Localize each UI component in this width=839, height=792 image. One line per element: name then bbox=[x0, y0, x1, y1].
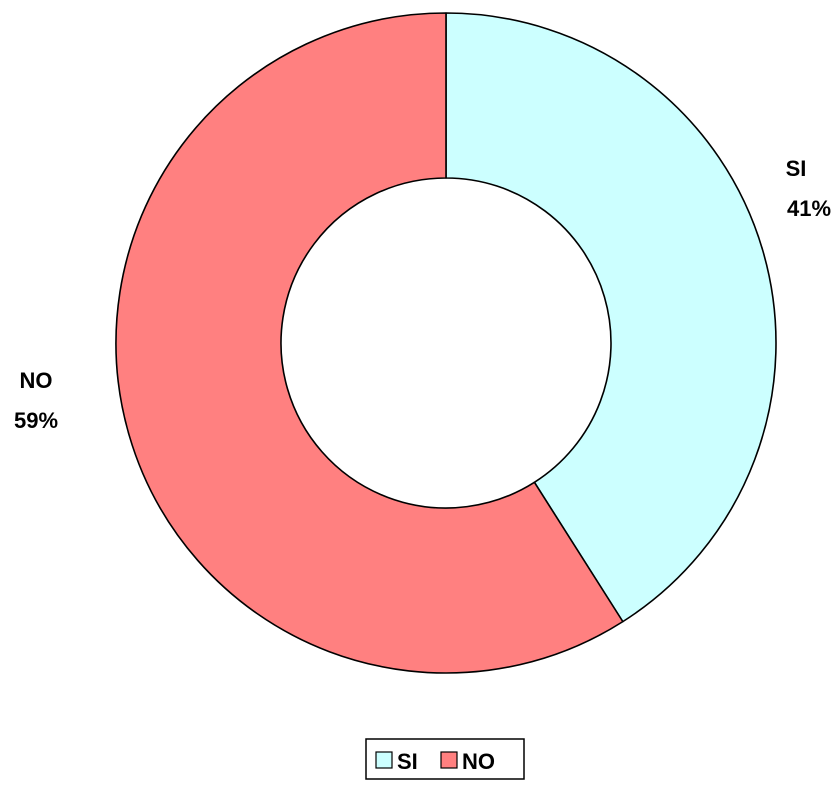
legend-label-no: NO bbox=[462, 749, 495, 774]
legend-swatch-no bbox=[440, 751, 458, 769]
data-label-si-percent: 41% bbox=[787, 196, 831, 221]
data-label-si: SI 41% bbox=[786, 156, 831, 221]
donut-slices bbox=[115, 12, 777, 674]
donut-slice-si bbox=[445, 12, 777, 623]
data-label-no-category: NO bbox=[20, 368, 53, 393]
donut-slice-no bbox=[115, 12, 624, 674]
data-label-no: NO 59% bbox=[14, 368, 58, 433]
data-label-si-category: SI bbox=[786, 156, 807, 181]
data-label-no-percent: 59% bbox=[14, 408, 58, 433]
legend-label-si: SI bbox=[397, 749, 418, 774]
legend: SI NO bbox=[365, 738, 525, 780]
legend-swatch-si bbox=[375, 751, 393, 769]
